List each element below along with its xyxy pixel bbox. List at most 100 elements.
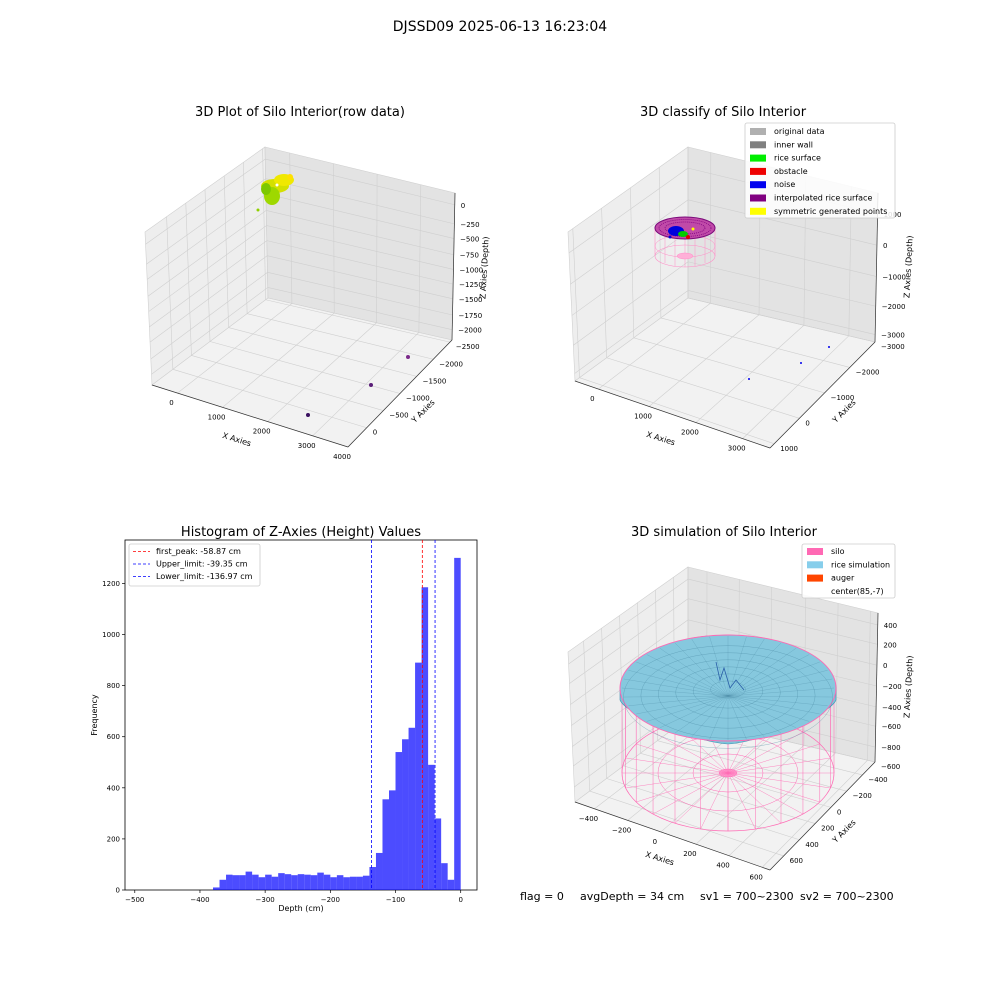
legend-swatch <box>807 561 823 569</box>
status-line: flag = 0 avgDepth = 34 cm sv1 = 700~2300… <box>520 890 894 903</box>
classify-noise-point <box>828 346 830 348</box>
legend-swatch <box>750 167 766 175</box>
figure-suptitle: DJSSD09 2025-06-13 16:23:04 <box>393 19 608 35</box>
z-tick-label: 200 <box>883 641 896 649</box>
z-tick-label: −1500 <box>459 296 483 304</box>
y-tick-label: −2500 <box>456 343 480 351</box>
classify-plot-title: 3D classify of Silo Interior <box>640 105 807 120</box>
z-gridline <box>266 210 454 256</box>
legend-label: original data <box>774 127 825 136</box>
histogram-title: Histogram of Z-Axies (Height) Values <box>181 525 421 540</box>
z-gridline <box>146 193 267 280</box>
histogram-legend: first_peak: -58.87 cm Upper_limit: -39.35… <box>128 543 261 587</box>
z-gridline <box>266 225 454 270</box>
y-gridline <box>601 208 607 358</box>
x-tick-label: 0 <box>653 838 657 846</box>
z-gridline <box>574 290 689 374</box>
z-tick-label: −400 <box>882 704 901 712</box>
z-tick-label: 400 <box>884 622 897 630</box>
y-gridline <box>630 187 635 338</box>
histogram-bar <box>252 874 259 890</box>
z-tick-label: 0 <box>883 662 887 670</box>
x-tick-label: −400 <box>190 896 209 904</box>
classify-noise-point <box>748 378 750 380</box>
y-tick-label: −3000 <box>881 343 905 351</box>
z-tick-label: −1000 <box>882 273 906 281</box>
x-tick-label: 2000 <box>253 428 271 436</box>
classify-legend: original data inner wall rice surface obsta… <box>744 122 896 219</box>
raw-outlier-point <box>306 413 310 417</box>
x-tick-label: −500 <box>125 896 144 904</box>
raw-z-axis-line <box>451 192 456 341</box>
x-tick-label: 3000 <box>298 442 316 450</box>
classify-y-axis-line <box>769 341 876 449</box>
y-gridline <box>633 337 825 394</box>
legend-label: inner wall <box>774 140 813 149</box>
z-tick-label: −250 <box>460 221 479 229</box>
y-gridline <box>166 216 174 370</box>
z-tick-label: 0 <box>461 202 465 210</box>
histogram-legend-frame <box>128 543 261 587</box>
legend-swatch <box>807 548 823 555</box>
raw-zlabel: Z Axies (Depth) <box>478 236 490 299</box>
y-tick-label: 0 <box>116 887 120 895</box>
raw-gridlines <box>145 148 456 448</box>
histogram-bar <box>213 887 220 890</box>
y-gridline <box>579 377 775 445</box>
histogram-bar <box>421 587 429 890</box>
simulation-legend: silo rice simulation auger center(85,-7) <box>801 543 896 599</box>
raw-cloud-left <box>261 183 271 195</box>
x-gridline <box>627 729 739 821</box>
x-gridline <box>867 611 871 761</box>
y-gridline <box>247 313 434 360</box>
z-gridline <box>687 199 878 246</box>
y-gridline <box>243 162 248 314</box>
y-tick-label: 1000 <box>780 445 798 453</box>
histogram-bars <box>213 557 461 890</box>
x-tick-label: −300 <box>256 896 275 904</box>
y-gridline <box>185 203 192 356</box>
histogram-bar <box>349 876 357 890</box>
x-gridline <box>376 174 378 323</box>
x-tick-label: 4000 <box>333 453 351 461</box>
histogram-bar <box>336 875 344 890</box>
histogram-bar <box>323 874 331 890</box>
z-gridline <box>149 240 268 328</box>
histogram-bar <box>310 875 318 890</box>
z-gridline <box>267 287 453 331</box>
classify-y-ticks: 1000 0 −1000 −2000 −3000 <box>780 343 904 453</box>
y-tick-label: −1000 <box>831 394 855 402</box>
histogram-bar <box>415 662 422 890</box>
y-tick-label: 1200 <box>102 580 120 588</box>
legend-label: Upper_limit: -39.35 cm <box>156 560 248 569</box>
x-tick-label: −200 <box>321 896 340 904</box>
z-gridline <box>687 231 877 277</box>
histogram-bar <box>291 875 298 890</box>
z-gridline <box>147 210 267 297</box>
x-gridline <box>835 603 839 753</box>
x-gridline <box>695 745 805 845</box>
y-gridline <box>606 357 800 419</box>
histogram-bar <box>278 873 285 890</box>
z-gridline <box>568 578 689 665</box>
raw-data-3d-plot: 3D Plot of Silo Interior(row data) 0 1000… <box>144 105 491 461</box>
raw-x-axis-line <box>151 384 349 448</box>
histogram-bar <box>343 877 350 890</box>
histogram-bar <box>434 818 442 890</box>
raw-cloud-point <box>256 208 260 212</box>
classify-xlabel: X Axies <box>645 430 676 447</box>
histogram-bar <box>265 874 272 890</box>
z-gridline <box>265 193 455 239</box>
simulation-z-axis-line <box>874 612 879 763</box>
histogram-bar <box>297 874 305 890</box>
z-tick-label: −2000 <box>882 303 906 311</box>
z-gridline <box>570 619 689 705</box>
z-gridline <box>687 578 878 626</box>
z-gridline <box>146 178 266 265</box>
raw-x-ticks: 0 1000 2000 3000 4000 <box>169 399 351 461</box>
x-tick-label: 3000 <box>728 445 746 453</box>
z-tick-label: −800 <box>881 744 900 752</box>
status-sv2: sv2 = 700~2300 <box>800 890 894 903</box>
y-gridline <box>589 790 784 857</box>
y-tick-label: −500 <box>389 412 408 420</box>
